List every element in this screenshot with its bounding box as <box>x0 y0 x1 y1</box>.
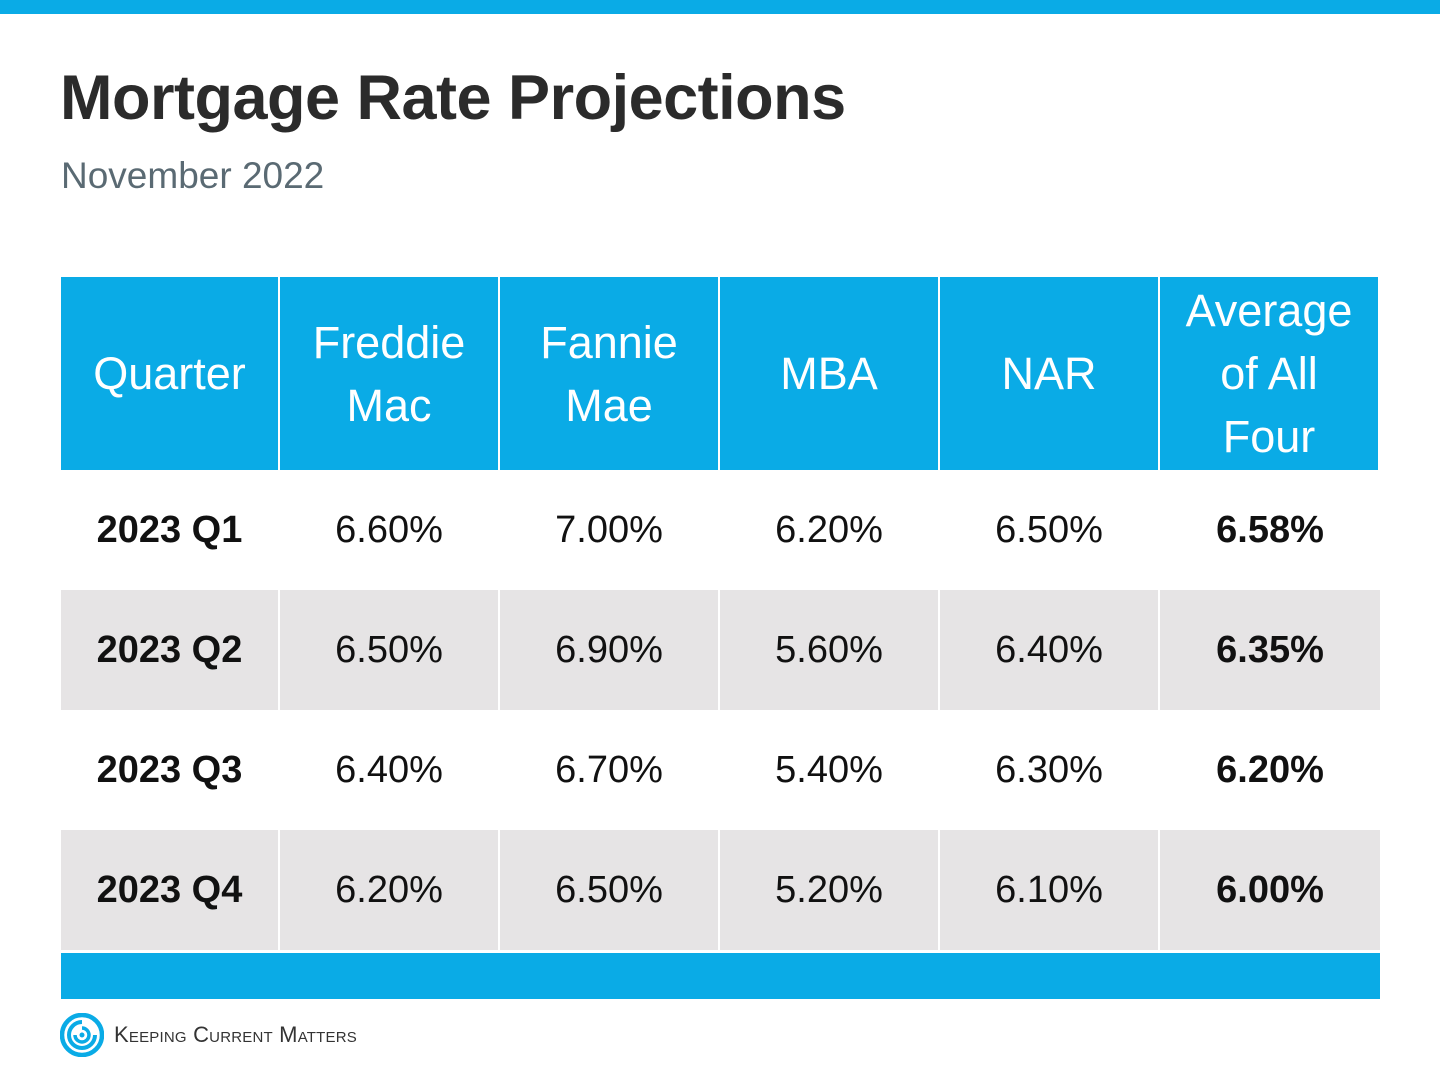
column-header-average: Average of All Four <box>1160 277 1380 470</box>
column-header-line: Mac <box>346 379 432 431</box>
average-cell: 6.00% <box>1160 830 1380 950</box>
mba-cell: 5.60% <box>720 590 940 710</box>
column-header-line: MBA <box>780 348 878 399</box>
column-header-quarter: Quarter <box>61 277 280 470</box>
column-header-line: Four <box>1222 411 1316 462</box>
column-header-line: Quarter <box>93 348 246 399</box>
rate-projection-table: Quarter Freddie Mac Fannie Mae MBA NAR A… <box>61 277 1380 950</box>
page-subtitle: November 2022 <box>61 155 325 196</box>
mba-cell: 5.40% <box>720 710 940 830</box>
kcm-swirl-logo-icon <box>60 1013 104 1057</box>
freddie-mac-cell: 6.60% <box>280 470 500 590</box>
column-header-line: Mae <box>565 379 653 431</box>
table-footer-bar <box>61 953 1380 999</box>
quarter-cell: 2023 Q2 <box>61 590 280 710</box>
fannie-mae-cell: 6.50% <box>500 830 720 950</box>
nar-cell: 6.30% <box>940 710 1160 830</box>
quarter-cell: 2023 Q1 <box>61 470 280 590</box>
freddie-mac-cell: 6.50% <box>280 590 500 710</box>
column-header-mba: MBA <box>720 277 940 470</box>
nar-cell: 6.10% <box>940 830 1160 950</box>
column-header-line: Freddie <box>312 316 466 368</box>
brand-logo: Keeping Current Matters <box>60 1013 357 1057</box>
column-header-line: NAR <box>1001 348 1097 399</box>
column-header-line: of All <box>1220 348 1318 399</box>
column-header-freddie-mac: Freddie Mac <box>280 277 500 470</box>
average-cell: 6.35% <box>1160 590 1380 710</box>
average-cell: 6.20% <box>1160 710 1380 830</box>
freddie-mac-cell: 6.20% <box>280 830 500 950</box>
column-header-line: Fannie <box>540 316 678 368</box>
page-title: Mortgage Rate Projections <box>60 63 846 133</box>
mba-cell: 6.20% <box>720 470 940 590</box>
fannie-mae-cell: 6.90% <box>500 590 720 710</box>
mba-cell: 5.20% <box>720 830 940 950</box>
freddie-mac-cell: 6.40% <box>280 710 500 830</box>
fannie-mae-cell: 7.00% <box>500 470 720 590</box>
nar-cell: 6.50% <box>940 470 1160 590</box>
fannie-mae-cell: 6.70% <box>500 710 720 830</box>
column-header-fannie-mae: Fannie Mae <box>500 277 720 470</box>
column-header-line: Average <box>1185 285 1353 336</box>
quarter-cell: 2023 Q3 <box>61 710 280 830</box>
quarter-cell: 2023 Q4 <box>61 830 280 950</box>
average-cell: 6.58% <box>1160 470 1380 590</box>
brand-name: Keeping Current Matters <box>114 1022 357 1047</box>
nar-cell: 6.40% <box>940 590 1160 710</box>
top-accent-bar <box>0 0 1440 14</box>
column-header-nar: NAR <box>940 277 1160 470</box>
